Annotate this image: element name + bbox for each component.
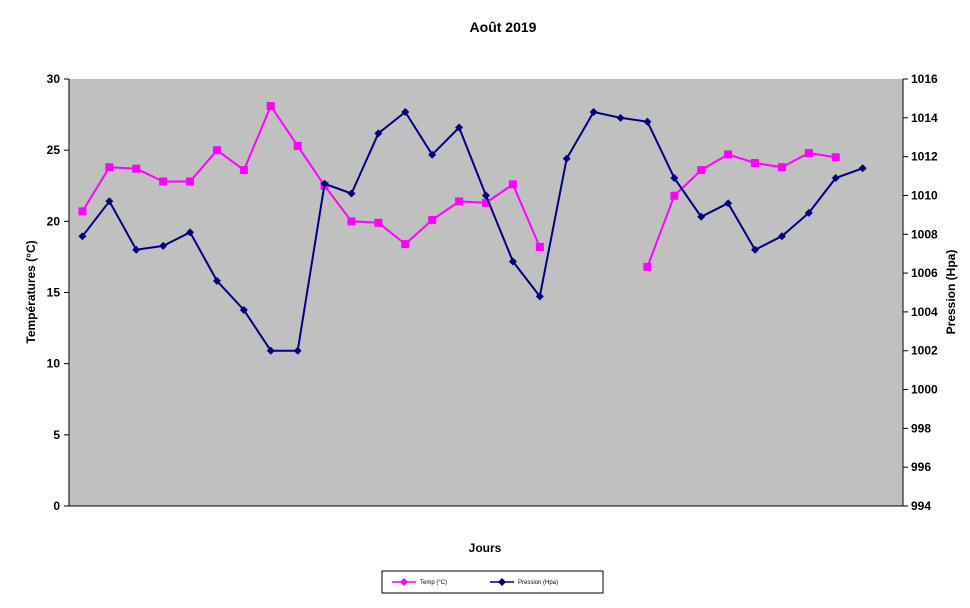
right-tick-label: 996 [911, 460, 931, 474]
data-point [831, 173, 840, 182]
data-point [374, 218, 383, 227]
right-tick-label: 1008 [911, 227, 938, 241]
data-point [266, 102, 275, 111]
left-tick-label: 15 [47, 286, 61, 300]
right-y-axis-title: Pression (Hpa) [944, 250, 958, 335]
left-tick-label: 0 [53, 499, 60, 513]
data-point [159, 177, 168, 186]
data-point [535, 292, 544, 301]
series-pressure [78, 107, 867, 355]
series-line [646, 152, 836, 268]
left-tick-label: 25 [47, 143, 61, 157]
data-point [643, 262, 652, 271]
data-point [643, 117, 652, 126]
data-point [804, 208, 813, 217]
data-point [508, 180, 517, 189]
data-point [132, 164, 141, 173]
right-tick-label: 1004 [911, 305, 938, 319]
right-tick-label: 1016 [911, 72, 938, 86]
series-line [81, 111, 863, 352]
data-point [293, 346, 302, 355]
data-point [455, 123, 464, 132]
legend-label: Temp (°C) [420, 580, 447, 586]
legend-marker [400, 578, 408, 586]
data-point [320, 179, 329, 188]
data-point [78, 207, 87, 216]
right-tick-label: 1014 [911, 111, 938, 125]
data-point [777, 163, 786, 172]
series-temp [78, 102, 840, 271]
legend-label: Pression (Hpa) [518, 580, 558, 586]
data-point [374, 129, 383, 138]
data-point [616, 113, 625, 122]
data-point [697, 166, 706, 175]
data-point [105, 163, 114, 172]
data-point [428, 215, 437, 224]
legend: Temp (°C) Pression (Hpa) [381, 570, 604, 594]
data-point [751, 245, 760, 254]
data-point [239, 305, 248, 314]
right-tick-label: 1000 [911, 383, 938, 397]
data-point [482, 191, 490, 200]
data-point [455, 197, 464, 206]
right-tick-label: 998 [911, 421, 931, 435]
left-tick-label: 10 [47, 357, 61, 371]
data-point [751, 158, 760, 167]
data-point [132, 245, 141, 254]
data-point [212, 276, 221, 285]
data-point [105, 197, 114, 206]
data-point [858, 164, 867, 173]
data-point [401, 240, 410, 249]
data-point [293, 141, 302, 150]
data-point [804, 149, 813, 158]
data-point [428, 150, 437, 159]
data-point [266, 346, 275, 355]
legend-marker [498, 578, 506, 586]
data-point [347, 217, 356, 226]
right-tick-label: 1010 [911, 188, 938, 202]
data-point [401, 107, 410, 116]
left-tick-label: 20 [47, 214, 61, 228]
data-point [831, 153, 840, 162]
right-tick-label: 994 [911, 499, 931, 513]
left-y-axis: 0 5 10 15 20 25 30 [47, 72, 903, 513]
left-tick-label: 5 [53, 428, 60, 442]
right-y-axis: 994 996 998 1000 1002 1004 1006 1008 1010 1012 101… [902, 72, 938, 513]
data-point [724, 150, 733, 159]
left-tick-label: 30 [47, 72, 61, 86]
data-point [212, 146, 221, 155]
data-point [78, 232, 87, 241]
right-tick-label: 1012 [911, 150, 938, 164]
series-layer [78, 102, 867, 355]
series-line [81, 105, 541, 248]
data-point [186, 228, 195, 237]
left-y-axis-title: Températures (°C) [24, 240, 38, 343]
data-point [186, 177, 195, 186]
data-point [239, 166, 248, 175]
data-point [482, 198, 490, 207]
data-point [159, 241, 168, 250]
right-tick-label: 1006 [911, 266, 938, 280]
data-point [562, 154, 571, 163]
chart-title: Août 2019 [470, 19, 537, 35]
plot-area [69, 79, 903, 506]
data-point [724, 199, 733, 208]
data-point [347, 189, 356, 198]
data-point [535, 242, 544, 251]
data-point [697, 212, 706, 221]
data-point [589, 107, 598, 116]
data-point [777, 232, 786, 241]
right-tick-label: 1002 [911, 344, 938, 358]
data-point [508, 257, 517, 266]
data-point [670, 191, 679, 200]
data-point [670, 173, 679, 182]
x-axis-title: Jours [469, 541, 502, 555]
